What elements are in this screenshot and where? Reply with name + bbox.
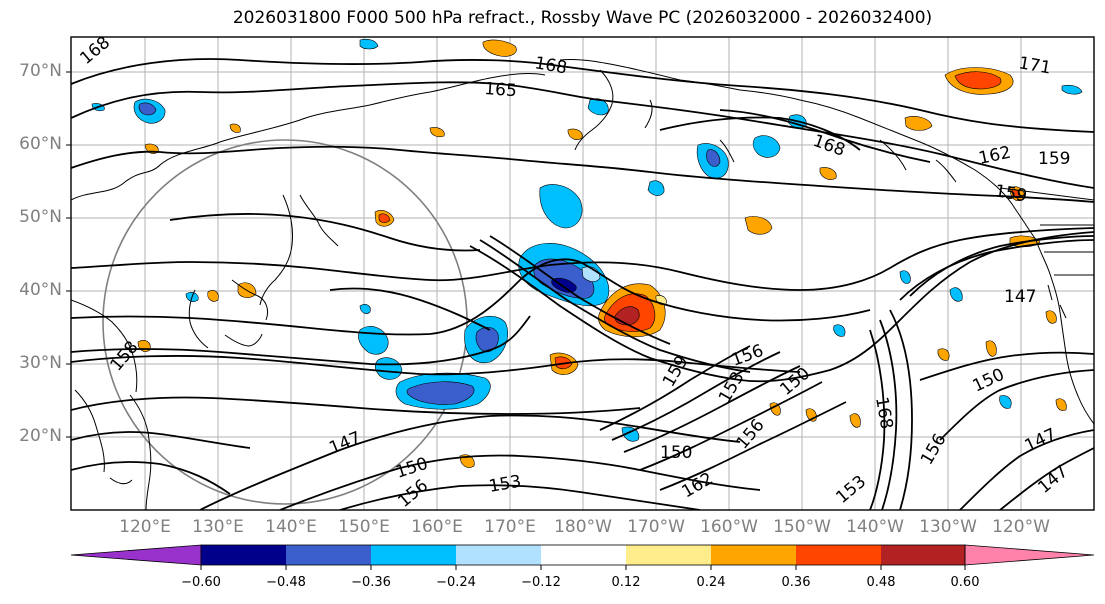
colorbar [70, 544, 1095, 570]
lat-label: 20°N [19, 426, 62, 446]
lat-label: 70°N [19, 61, 62, 81]
lon-label: 130°E [192, 517, 244, 537]
colorbar-tick-label: 0.36 [781, 575, 811, 590]
lat-label: 50°N [19, 207, 62, 227]
contour-label: 165 [484, 79, 518, 101]
negative-anomaly-shading [91, 38, 1083, 442]
lon-label: 170°E [484, 517, 536, 537]
contour-label: 168 [76, 33, 114, 69]
colorbar-extend-low [70, 544, 202, 566]
contour-label: 156 [729, 341, 766, 371]
contour-label: 159 [1038, 149, 1070, 169]
contour-label: 150 [393, 454, 430, 483]
lon-label: 150°W [773, 517, 831, 537]
contour-label: 150 [970, 365, 1008, 397]
contour-label: 162 [679, 469, 717, 503]
colorbar-tick-label: 0.60 [950, 575, 980, 590]
lon-label: 170°W [627, 517, 685, 537]
lon-label: 150°E [338, 517, 390, 537]
contour-label: 153 [715, 368, 749, 406]
map-frame [70, 36, 1095, 511]
lon-label: 140°W [846, 517, 904, 537]
contour-label: 147 [1022, 425, 1060, 457]
contour-label: 150 [776, 364, 814, 400]
lon-label: 160°W [700, 517, 758, 537]
lon-label: 130°W [919, 517, 977, 537]
contour-label: 168 [533, 53, 568, 78]
coastlines [71, 59, 1094, 510]
contour-label: 147 [1004, 287, 1036, 307]
contour-label: 147 [326, 428, 364, 459]
geopotential-contours [71, 58, 1094, 510]
contour-label: 150 [660, 443, 692, 463]
colorbar-tick-label: −0.60 [181, 575, 221, 590]
colorbar-tick-label: 0.48 [866, 575, 896, 590]
contour-label: 156 [917, 430, 951, 468]
contour-label: 153 [487, 472, 522, 497]
lon-label: 120°E [119, 517, 171, 537]
colorbar-tick-label: −0.24 [436, 575, 476, 590]
contour-label: 158 [107, 337, 143, 375]
axis-ticks [66, 71, 71, 438]
positive-anomaly-shading [137, 39, 1067, 468]
contour-label: 153 [832, 472, 870, 508]
colorbar-tick-label: 0.24 [696, 575, 726, 590]
colorbar-tick-label: 0.12 [611, 575, 641, 590]
lat-label: 60°N [19, 134, 62, 154]
contour-label: 162 [977, 143, 1013, 169]
lat-label: 30°N [19, 353, 62, 373]
lat-label: 40°N [19, 280, 62, 300]
map-title: 2026031800 F000 500 hPa refract., Rossby… [232, 8, 933, 28]
colorbar-tick-label: −0.48 [266, 575, 306, 590]
contour-label: 159 [993, 181, 1028, 206]
reference-circle [102, 139, 468, 505]
lon-label: 160°E [411, 517, 463, 537]
colorbar-tick-label: −0.12 [521, 575, 561, 590]
colorbar-extend-high [964, 544, 1095, 566]
contour-label: 156 [733, 415, 769, 453]
colorbar-tick-label: −0.36 [351, 575, 391, 590]
lon-label: 120°W [992, 517, 1050, 537]
contour-label: 171 [1017, 53, 1052, 78]
lon-label: 180°W [554, 517, 612, 537]
contour-label: 147 [1034, 462, 1072, 498]
lon-label: 140°E [265, 517, 317, 537]
